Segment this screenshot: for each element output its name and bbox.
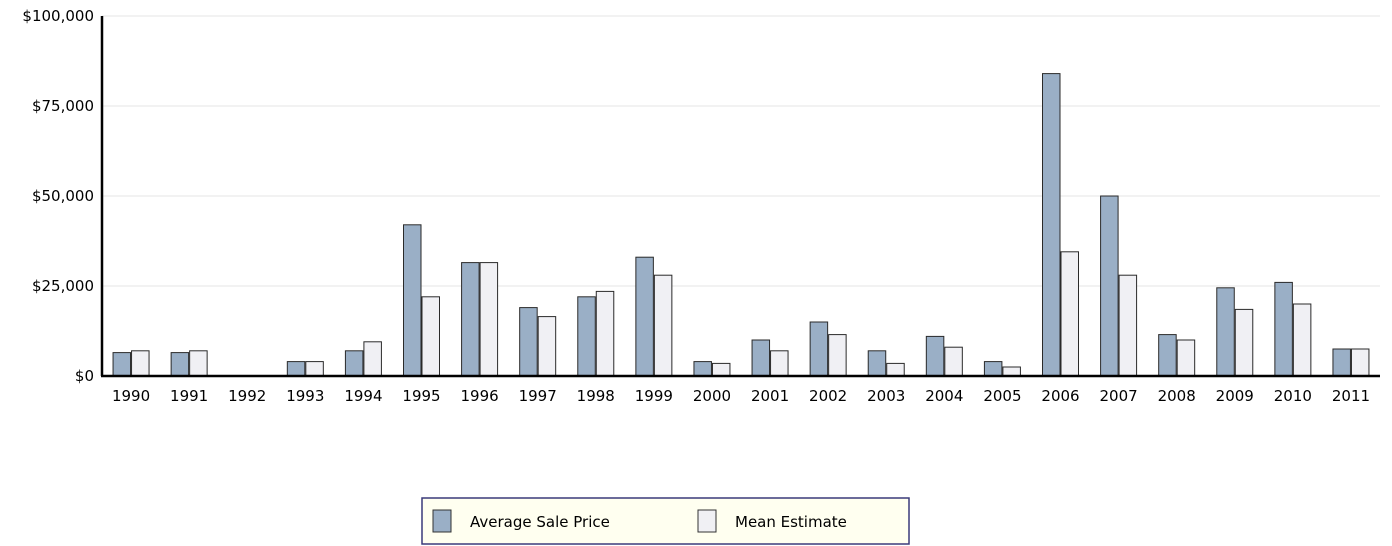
bar-mean-estimate-1994 — [363, 341, 382, 377]
bar-mean-estimate-2007 — [1118, 274, 1138, 377]
x-tick-label: 1995 — [402, 387, 440, 405]
bar-average-sale-price-1998 — [577, 296, 596, 377]
bar-average-sale-price-2011 — [1332, 348, 1351, 377]
x-tick-label: 1996 — [460, 387, 498, 405]
x-tick-label: 2004 — [925, 387, 963, 405]
bar-average-sale-price-2006 — [1042, 73, 1061, 377]
x-tick-label: 2002 — [809, 387, 847, 405]
bar-average-sale-price-2000 — [693, 361, 712, 377]
y-tick-label: $100,000 — [22, 7, 94, 25]
x-tick-labels: 1990 1991 1992 1993 1994 1995 1996 1997 1998 1999… — [112, 387, 1370, 405]
bar-mean-estimate-1991 — [189, 350, 208, 377]
legend-label-average-sale-price: Average Sale Price — [470, 513, 610, 531]
bar-mean-estimate-1990 — [131, 350, 150, 377]
bar-mean-estimate-1997 — [537, 316, 557, 377]
bar-mean-estimate-2006 — [1060, 251, 1079, 377]
bar-mean-estimate-1996 — [479, 262, 499, 377]
bar-mean-estimate-2003 — [886, 362, 905, 377]
bar-average-sale-price-1996 — [461, 262, 480, 377]
bar-average-sale-price-2002 — [809, 321, 829, 377]
x-tick-label: 1998 — [577, 387, 615, 405]
legend-swatch-mean-estimate — [697, 509, 717, 533]
legend-swatch-average-sale-price — [432, 509, 452, 533]
gridlines — [102, 15, 1380, 287]
bar-mean-estimate-2001 — [770, 350, 789, 377]
y-tick-label: $50,000 — [32, 187, 94, 205]
bar-average-sale-price-2001 — [751, 339, 771, 377]
x-tick-label: 2010 — [1274, 387, 1312, 405]
x-tick-label: 2011 — [1332, 387, 1370, 405]
x-tick-label: 2008 — [1158, 387, 1196, 405]
bar-average-sale-price-1993 — [286, 361, 306, 377]
bar-average-sale-price-2003 — [867, 350, 887, 377]
bar-mean-estimate-2008 — [1176, 339, 1196, 377]
bar-average-sale-price-1991 — [170, 352, 190, 377]
x-tick-label: 1991 — [170, 387, 208, 405]
x-tick-label: 1999 — [635, 387, 673, 405]
y-tick-labels: $0 $25,000 $50,000 $75,000 $100,000 — [22, 7, 94, 385]
bar-mean-estimate-1995 — [421, 296, 440, 377]
x-tick-label: 2006 — [1041, 387, 1079, 405]
bar-average-sale-price-2009 — [1216, 287, 1235, 377]
bar-mean-estimate-2011 — [1350, 348, 1370, 377]
bar-average-sale-price-1997 — [519, 307, 538, 377]
bar-average-sale-price-2008 — [1158, 334, 1177, 377]
x-tick-label: 1993 — [286, 387, 324, 405]
legend: Average Sale Price Mean Estimate — [421, 497, 910, 545]
y-tick-label: $75,000 — [32, 97, 94, 115]
x-tick-label: 2009 — [1216, 387, 1254, 405]
bar-average-sale-price-1995 — [403, 224, 422, 377]
bar-average-sale-price-2004 — [925, 335, 945, 377]
y-tick-label: $25,000 — [32, 277, 94, 295]
bar-mean-estimate-2009 — [1234, 308, 1254, 377]
bar-mean-estimate-2000 — [711, 362, 731, 377]
legend-label-mean-estimate: Mean Estimate — [735, 513, 847, 531]
bar-average-sale-price-1999 — [635, 256, 654, 377]
bar-mean-estimate-2010 — [1292, 303, 1312, 377]
x-tick-label: 1997 — [519, 387, 557, 405]
x-tick-label: 2000 — [693, 387, 731, 405]
bars — [112, 73, 1370, 377]
axes — [100, 16, 1380, 378]
bar-mean-estimate-2005 — [1002, 366, 1021, 377]
x-tick-label: 2001 — [751, 387, 789, 405]
legend-box — [421, 497, 910, 545]
bar-average-sale-price-1994 — [344, 350, 364, 377]
x-tick-label: 1994 — [344, 387, 382, 405]
bar-mean-estimate-1999 — [653, 274, 673, 377]
x-tick-label: 2003 — [867, 387, 905, 405]
bar-average-sale-price-2007 — [1100, 195, 1119, 377]
y-tick-label: $0 — [75, 367, 94, 385]
bar-mean-estimate-1993 — [305, 361, 324, 377]
x-tick-label: 1992 — [228, 387, 266, 405]
bar-mean-estimate-2002 — [828, 334, 847, 377]
x-tick-label: 2005 — [983, 387, 1021, 405]
bar-average-sale-price-2005 — [983, 361, 1003, 377]
x-tick-label: 1990 — [112, 387, 150, 405]
bar-average-sale-price-2010 — [1274, 281, 1293, 377]
x-tick-label: 2007 — [1099, 387, 1137, 405]
bar-mean-estimate-2004 — [944, 346, 963, 377]
bar-mean-estimate-1998 — [595, 290, 615, 377]
bar-average-sale-price-1990 — [112, 352, 132, 377]
